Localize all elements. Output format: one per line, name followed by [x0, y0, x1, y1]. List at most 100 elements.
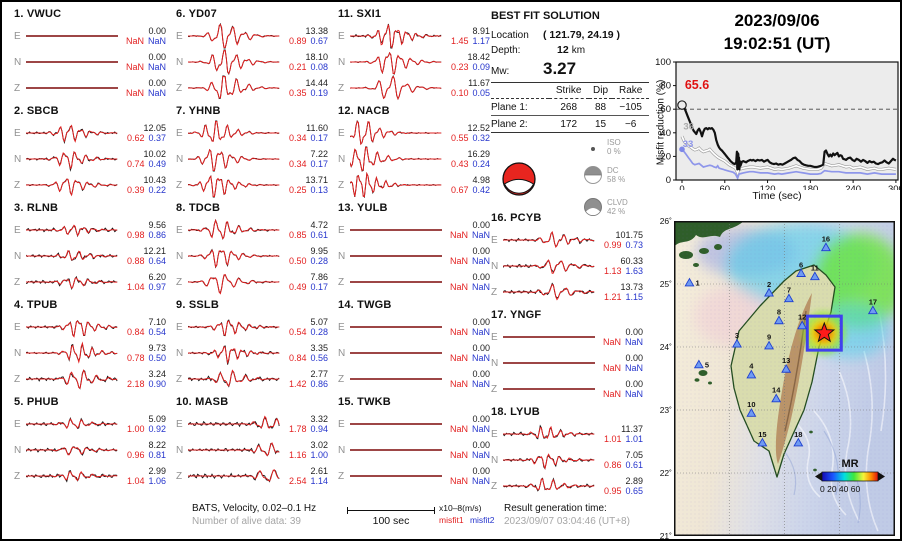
plane-strike: 172: [548, 115, 589, 133]
amplitude-value: 0.00: [472, 317, 490, 327]
map-station-label-18: 18: [794, 430, 802, 439]
waveform-row-TWKB-N: N 0.00 NaN NaN: [338, 437, 490, 463]
synthetic-path: [188, 121, 280, 142]
map-border: [674, 221, 895, 536]
waveform-trace: [26, 416, 118, 430]
misfit1-value: NaN: [125, 36, 144, 46]
depth-label: Depth:: [491, 45, 521, 56]
x-tick-label: 180: [802, 184, 818, 190]
fit-values: 11.67 0.10 0.05: [442, 78, 490, 98]
amplitude-value: 0.00: [472, 343, 490, 353]
station-block-TPUB: 4. TPUB E 7.10 0.84 0.54 N 9.73 0.78 0.50 Z 3.24 2.…: [14, 299, 166, 396]
misfit2-value: 1.17: [472, 36, 490, 46]
misfit2-value: 1.15: [625, 292, 643, 302]
waveform-row-PHUB-E: E 5.09 1.00 0.92: [14, 411, 166, 437]
amplitude-value: 6.20: [148, 272, 166, 282]
channel-label: E: [176, 418, 183, 430]
map-station-marker-8: [774, 315, 784, 325]
station-block-NACB: 12. NACB E 12.52 0.55 0.32 N 16.29 0.43 0.24 Z 4.9…: [338, 105, 490, 202]
waveform-trace: [26, 151, 118, 172]
waveform-trace: [26, 87, 118, 89]
synthetic-path: [350, 172, 442, 198]
channel-label: N: [14, 250, 22, 262]
fit-values: 11.60 0.34 0.17: [280, 123, 328, 143]
waveform-row-YULB-Z: Z 0.00 NaN NaN: [338, 269, 490, 295]
channel-label: Z: [14, 179, 21, 191]
amplitude-value: 11.60: [306, 123, 328, 133]
misfit2-value: 0.90: [148, 379, 166, 389]
misfit2-value: 0.73: [625, 240, 643, 250]
y-tick-label: 100: [655, 58, 671, 68]
component-name: ISO: [607, 138, 621, 147]
misfit-values: 0.89 0.67: [289, 36, 328, 46]
misfit1-value: 1.42: [288, 379, 307, 389]
amplitude-value: 0.00: [625, 327, 643, 337]
fit-values: 0.00 NaN NaN: [595, 379, 643, 399]
misfit2-value: 0.05: [472, 88, 490, 98]
misfit2-value: 0.13: [310, 185, 328, 195]
waveform-trace: [26, 446, 118, 456]
amplitude-value: 0.00: [148, 52, 166, 62]
channel-label: Z: [491, 383, 498, 395]
misfit2-value: NaN: [624, 363, 643, 373]
location-value: ( 121.79, 24.19 ): [543, 29, 621, 41]
fit-values: 9.95 0.50 0.28: [280, 246, 328, 266]
channel-label: E: [14, 418, 21, 430]
fit-values: 10.43 0.39 0.22: [118, 175, 166, 195]
map-station-marker-4: [746, 369, 757, 379]
misfit-values: 0.34 0.17: [289, 133, 328, 143]
map-station-marker-6: [796, 268, 807, 277]
misfit1-value: 0.62: [126, 133, 145, 143]
amplitude-value: 13.71: [305, 175, 328, 185]
misfit2-value: NaN: [471, 327, 490, 337]
waveform-trace: [350, 146, 442, 172]
fit-values: 7.86 0.49 0.17: [280, 272, 328, 292]
amplitude-value: 101.75: [615, 230, 643, 240]
misfit1-value: NaN: [449, 230, 468, 240]
amplitude-value: 8.91: [472, 26, 490, 36]
map-station-marker-16: [820, 242, 831, 252]
waveform-row-VWUC-N: N 0.00 NaN NaN: [14, 49, 166, 75]
amplitude-value: 3.32: [310, 414, 328, 424]
map-station-label-5: 5: [705, 361, 709, 370]
misfit2-value: 0.42: [472, 185, 490, 195]
misfit1-value: 0.49: [288, 282, 307, 292]
depth-unit: km: [571, 45, 586, 56]
misfit-values: 1.21 1.15: [604, 292, 643, 302]
synthetic-path: [188, 249, 280, 268]
clvd-beachball-icon: [584, 198, 602, 216]
waveform-trace: [503, 388, 595, 390]
observed-path: [503, 231, 595, 248]
synthetic-path: [188, 469, 280, 482]
station-block-YD07: 6. YD07 E 13.38 0.89 0.67 N 18.10 0.21 0.08 Z 14.4…: [176, 8, 328, 105]
fit-values: 0.00 NaN NaN: [442, 343, 490, 363]
misfit2-value: 0.86: [310, 379, 328, 389]
amplitude-value: 11.67: [468, 78, 490, 88]
fit-values: 0.00 NaN NaN: [118, 78, 166, 98]
channel-label: N: [338, 153, 346, 165]
misfit2-value: NaN: [624, 337, 643, 347]
misfit1-value: 0.21: [288, 62, 307, 72]
misfit-values: 0.98 0.86: [127, 230, 166, 240]
waveform-column-4: 16. PCYB E 101.75 0.99 0.73 N 60.33 1.13 1.63 Z 13…: [491, 212, 643, 503]
table-header: [491, 82, 549, 99]
map-lon-label: 123˚: [878, 538, 900, 539]
map-station-marker-3: [732, 338, 742, 348]
channel-label: Z: [14, 470, 21, 482]
fit-values: 8.22 0.96 0.81: [118, 440, 166, 460]
waveform-trace: [350, 255, 442, 257]
channel-label: Z: [14, 82, 21, 94]
waveform-column-2: 6. YD07 E 13.38 0.89 0.67 N 18.10 0.21 0.08 Z 14.4…: [176, 8, 328, 493]
synthetic-path: [350, 51, 442, 75]
misfit-values: 0.88 0.64: [127, 256, 166, 266]
misfit1-value: 0.39: [126, 185, 145, 195]
channel-label: Z: [338, 276, 345, 288]
waveform-trace: [188, 148, 280, 172]
observed-path: [188, 248, 280, 269]
misfit2-value: 0.86: [148, 230, 166, 240]
mw-row: Mw: 3.27: [491, 59, 649, 79]
amplitude-value: 9.95: [310, 246, 328, 256]
station-title: 17. YNGF: [491, 309, 542, 321]
station-title: 16. PCYB: [491, 212, 542, 224]
result-generation: Result generation time: 2023/09/07 03:04…: [504, 502, 630, 528]
